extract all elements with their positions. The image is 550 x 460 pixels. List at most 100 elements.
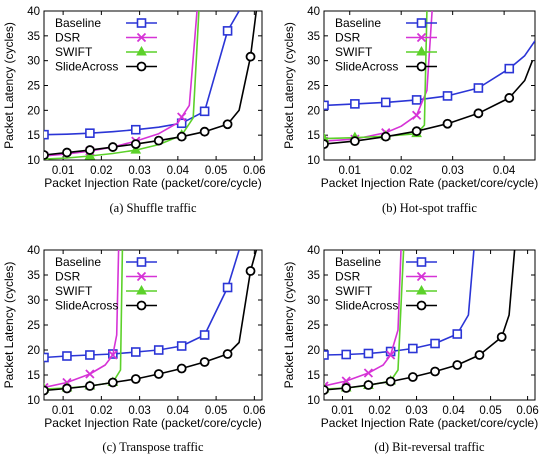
data-point xyxy=(130,139,141,150)
data-point xyxy=(324,100,329,111)
data-point xyxy=(504,63,515,74)
y-tick-label: 20 xyxy=(27,105,40,117)
data-point xyxy=(153,369,164,379)
x-tick-label: 0.06 xyxy=(243,405,265,417)
series-dsr xyxy=(324,250,402,391)
data-point xyxy=(130,374,141,384)
data-point xyxy=(222,119,233,130)
legend-marker xyxy=(136,18,147,28)
series-swift xyxy=(324,250,405,393)
legend-label: DSR xyxy=(55,31,81,45)
y-tick-label: 15 xyxy=(27,130,40,142)
series-slideacross xyxy=(324,250,516,395)
legend-label: SWIFT xyxy=(55,45,93,59)
data-point xyxy=(85,350,95,360)
data-point xyxy=(349,136,360,147)
series-swift xyxy=(44,250,124,393)
x-tick-label: 0.05 xyxy=(205,165,227,177)
data-point xyxy=(350,99,360,109)
x-tick-label: 0.02 xyxy=(90,405,112,417)
legend-marker xyxy=(136,300,147,311)
series-line xyxy=(324,11,428,140)
series-line xyxy=(44,250,240,359)
data-point xyxy=(176,363,187,374)
data-point xyxy=(408,343,418,354)
legend-label: DSR xyxy=(335,31,361,45)
legend-marker xyxy=(416,300,427,311)
data-point xyxy=(222,349,233,359)
x-axis-label: Packet Injection Rate (packet/core/cycle… xyxy=(44,416,261,430)
legend-marker xyxy=(136,284,147,295)
data-point xyxy=(430,338,440,349)
data-point xyxy=(222,282,233,293)
x-tick-label: 0.06 xyxy=(243,165,265,177)
x-tick-label: 0.03 xyxy=(405,405,427,417)
series-baseline xyxy=(324,40,535,111)
y-tick-label: 15 xyxy=(307,130,320,142)
y-tick-label: 25 xyxy=(27,320,40,332)
legend-label: SlideAcross xyxy=(55,299,118,313)
y-tick-label: 30 xyxy=(27,295,40,307)
data-point xyxy=(411,95,422,105)
x-tick-label: 0.05 xyxy=(205,405,227,417)
data-point xyxy=(496,332,507,342)
data-point xyxy=(85,369,95,379)
data-point xyxy=(324,139,329,150)
series-line xyxy=(44,11,240,136)
legend-marker xyxy=(416,18,427,28)
y-tick-label: 40 xyxy=(27,6,40,18)
data-point xyxy=(504,93,515,103)
y-tick-label: 30 xyxy=(307,56,320,68)
y-tick-label: 20 xyxy=(307,105,320,117)
data-point xyxy=(44,129,49,140)
legend-marker xyxy=(416,45,427,56)
data-point xyxy=(341,376,351,386)
series-baseline xyxy=(44,250,240,363)
series-slideacross xyxy=(44,250,258,396)
y-tick-label: 10 xyxy=(27,155,40,167)
data-point xyxy=(199,357,210,367)
x-tick-label: 0.01 xyxy=(52,405,74,417)
data-point xyxy=(411,110,422,120)
x-tick-label: 0.06 xyxy=(516,405,538,417)
panel-caption: (b) Hot-spot traffic xyxy=(382,201,477,215)
data-point xyxy=(222,26,233,36)
y-tick-label: 10 xyxy=(27,395,40,407)
data-point xyxy=(62,383,72,394)
legend-marker xyxy=(416,271,427,282)
data-point xyxy=(363,380,374,390)
data-point xyxy=(245,266,256,276)
data-point xyxy=(62,147,72,158)
series-baseline xyxy=(44,11,240,140)
x-tick-label: 0.04 xyxy=(167,405,190,417)
data-point xyxy=(341,383,352,393)
series-slideacross xyxy=(324,60,534,150)
data-point xyxy=(380,131,391,142)
data-point xyxy=(442,118,453,129)
data-point xyxy=(44,385,49,396)
y-tick-label: 20 xyxy=(307,345,320,357)
legend-marker xyxy=(416,32,427,43)
data-point xyxy=(324,385,329,395)
data-point xyxy=(245,51,256,62)
y-tick-label: 10 xyxy=(307,155,320,167)
data-point xyxy=(84,150,96,160)
data-point xyxy=(62,351,72,361)
data-point xyxy=(385,376,396,387)
data-point xyxy=(324,350,329,360)
data-point xyxy=(108,350,118,360)
data-point xyxy=(473,83,484,93)
series-slideacross xyxy=(44,11,258,160)
panel-caption: (a) Shuffle traffic xyxy=(110,201,197,215)
legend-label: SlideAcross xyxy=(335,299,398,313)
legend-label: SWIFT xyxy=(55,284,93,298)
y-tick-label: 10 xyxy=(307,395,320,407)
x-tick-label: 0.05 xyxy=(479,405,501,417)
x-tick-label: 0.01 xyxy=(331,405,353,417)
data-point xyxy=(153,345,164,355)
